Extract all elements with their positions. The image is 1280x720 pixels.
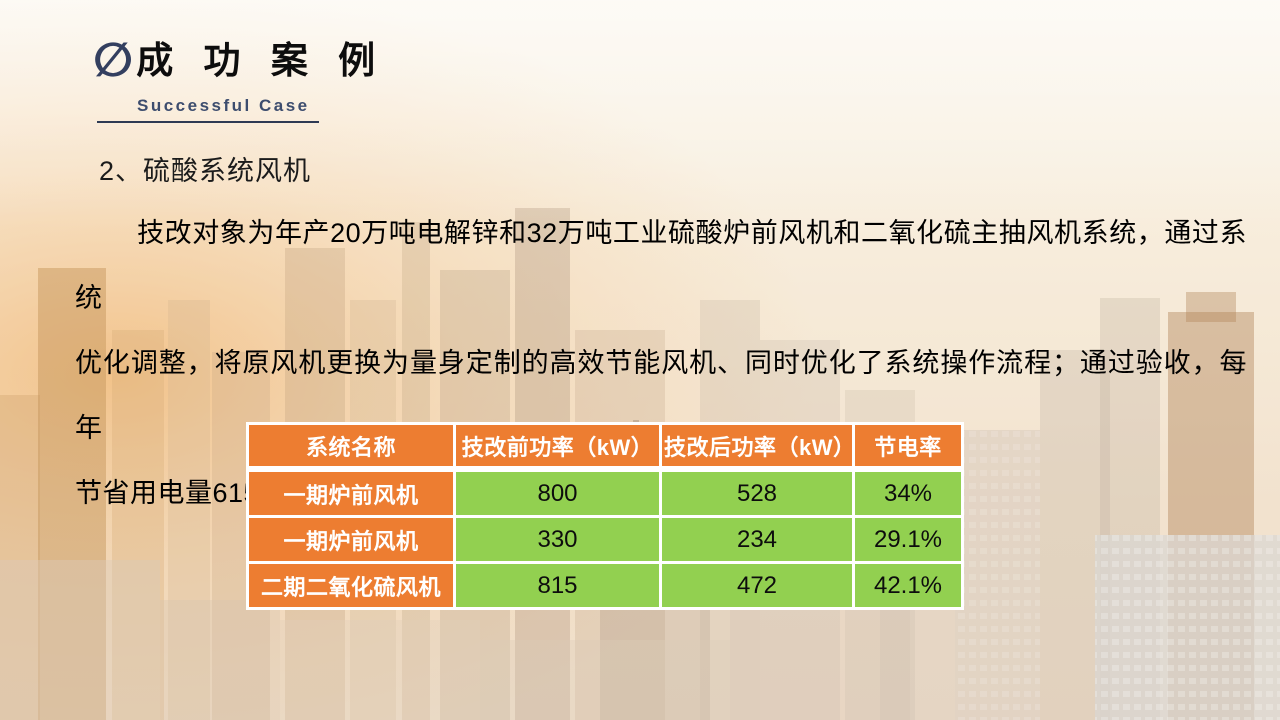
row-label: 二期二氧化硫风机 — [249, 564, 453, 607]
page-subtitle: Successful Case — [137, 96, 310, 115]
table-row: 一期炉前风机 330 234 29.1% — [249, 518, 961, 561]
cell-power-after: 528 — [662, 472, 852, 515]
paragraph-line: 优化调整，将原风机更换为量身定制的高效节能风机、同时优化了系统操作流程；通过验收… — [75, 348, 1247, 443]
table-row: 一期炉前风机 800 528 34% — [249, 472, 961, 515]
cell-saving-rate: 34% — [855, 472, 961, 515]
section-heading: 2、硫酸系统风机 — [99, 156, 312, 186]
body-paragraph: 技改对象为年产20万吨电解锌和32万吨工业硫酸炉前风机和二氧化硫主抽风机系统，通… — [75, 201, 1247, 526]
col-header-power-before: 技改前功率（kW） — [456, 425, 659, 469]
slide-title-row: ∅ 成 功 案 例 — [93, 33, 386, 86]
cell-saving-rate: 42.1% — [855, 564, 961, 607]
cell-power-after: 472 — [662, 564, 852, 607]
row-label: 一期炉前风机 — [249, 472, 453, 515]
table-row: 二期二氧化硫风机 815 472 42.1% — [249, 564, 961, 607]
cell-power-after: 234 — [662, 518, 852, 561]
table-header-row: 系统名称 技改前功率（kW） 技改后功率（kW） 节电率 — [249, 425, 961, 469]
cell-power-before: 815 — [456, 564, 659, 607]
page-title: 成 功 案 例 — [136, 40, 386, 82]
cell-power-before: 800 — [456, 472, 659, 515]
paragraph-line: 技改对象为年产20万吨电解锌和32万吨工业硫酸炉前风机和二氧化硫主抽风机系统，通… — [75, 218, 1247, 313]
cell-saving-rate: 29.1% — [855, 518, 961, 561]
col-header-saving-rate: 节电率 — [855, 425, 961, 469]
title-underline — [97, 121, 319, 123]
cell-power-before: 330 — [456, 518, 659, 561]
col-header-power-after: 技改后功率（kW） — [662, 425, 852, 469]
slashed-circle-icon: ∅ — [93, 33, 134, 86]
row-label: 一期炉前风机 — [249, 518, 453, 561]
col-header-system-name: 系统名称 — [249, 425, 453, 469]
fan-retrofit-table: 系统名称 技改前功率（kW） 技改后功率（kW） 节电率 一期炉前风机 800 … — [246, 422, 964, 610]
results-table-container: 系统名称 技改前功率（kW） 技改后功率（kW） 节电率 一期炉前风机 800 … — [246, 422, 964, 610]
